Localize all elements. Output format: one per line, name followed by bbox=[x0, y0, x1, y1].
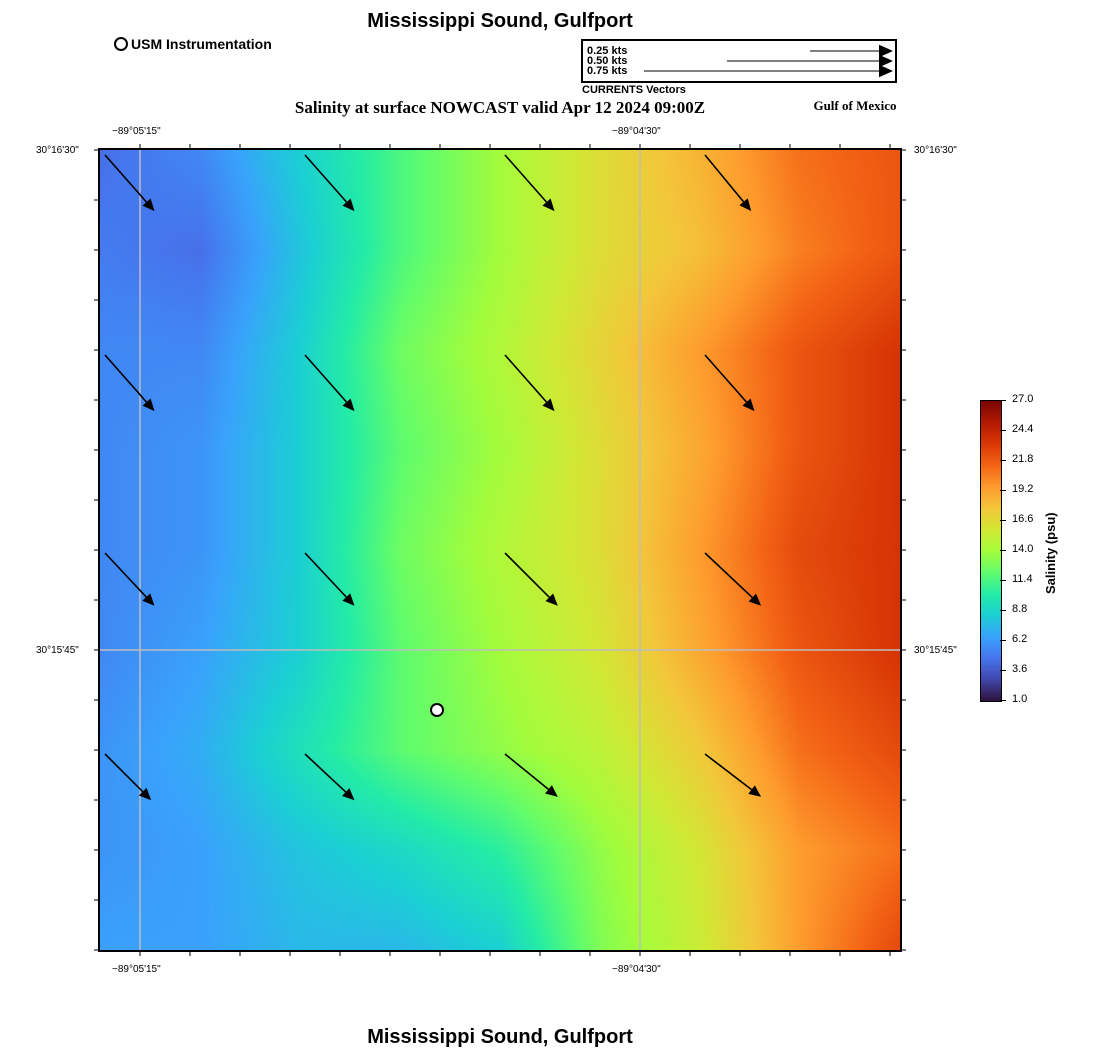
colorbar-tick-label: 14.0 bbox=[1012, 543, 1034, 555]
colorbar-tick-label: 27.0 bbox=[1012, 393, 1034, 405]
colorbar-tick-mark bbox=[1000, 490, 1006, 491]
current-vector bbox=[304, 154, 355, 212]
current-vector bbox=[104, 154, 155, 212]
lat-label-right-2: 30°15'45" bbox=[914, 645, 957, 656]
lat-label-left-2: 30°15'45" bbox=[36, 645, 79, 656]
colorbar-tick-label: 11.4 bbox=[1012, 573, 1033, 585]
current-vector bbox=[104, 354, 155, 412]
current-vector bbox=[304, 753, 355, 801]
map-ticks bbox=[94, 144, 906, 956]
lat-label-left-1: 30°16'30" bbox=[36, 145, 79, 156]
colorbar-title: Salinity (psu) bbox=[1043, 512, 1058, 594]
current-vector bbox=[104, 753, 152, 801]
colorbar-tick-label: 1.0 bbox=[1012, 693, 1028, 705]
colorbar-tick-mark bbox=[1000, 400, 1006, 401]
vector-legend-label-2: 0.50 kts bbox=[587, 55, 628, 67]
colorbar-tick-mark bbox=[1000, 610, 1006, 611]
map-title: Mississippi Sound, Gulfport bbox=[367, 10, 633, 32]
current-vector bbox=[304, 552, 355, 606]
salinity-map bbox=[100, 150, 900, 950]
colorbar-tick-mark bbox=[1000, 520, 1006, 521]
vector-legend-label-3: 0.75 kts bbox=[587, 65, 628, 77]
current-vector bbox=[504, 753, 558, 797]
vector-legend-label-1: 0.25 kts bbox=[587, 45, 628, 57]
colorbar-tick-mark bbox=[1000, 430, 1006, 431]
current-vector bbox=[504, 552, 558, 606]
colorbar-tick-mark bbox=[1000, 460, 1006, 461]
vector-legend: 0.25 kts 0.50 kts 0.75 kts bbox=[581, 39, 897, 83]
colorbar-tick-mark bbox=[1000, 550, 1006, 551]
map-footer-title: Mississippi Sound, Gulfport bbox=[367, 1026, 633, 1048]
current-vectors bbox=[104, 154, 762, 801]
current-vector bbox=[304, 354, 355, 412]
usm-station-marker[interactable] bbox=[430, 703, 444, 717]
lon-label-bottom-1: −89°05'15" bbox=[112, 964, 161, 975]
lat-label-right-1: 30°16'30" bbox=[914, 145, 957, 156]
colorbar-tick-mark bbox=[1000, 640, 1006, 641]
lon-label-bottom-2: −89°04'30" bbox=[612, 964, 661, 975]
colorbar-tick-mark bbox=[1000, 580, 1006, 581]
colorbar-tick-mark bbox=[1000, 670, 1006, 671]
colorbar-tick-label: 3.6 bbox=[1012, 663, 1028, 675]
colorbar-ticks: 27.0 24.4 21.8 19.2 16.6 14.0 11.4 8.8 6.2 3.6 1.0 bbox=[1000, 393, 1062, 705]
station-legend-label: USM Instrumentation bbox=[131, 36, 272, 52]
lon-label-top-1: −89°05'15" bbox=[112, 126, 161, 137]
map-subtitle: Salinity at surface NOWCAST valid Apr 12… bbox=[294, 98, 706, 117]
lon-label-top-2: −89°04'30" bbox=[612, 126, 661, 137]
current-vector bbox=[504, 154, 555, 212]
current-vector bbox=[704, 753, 762, 797]
vector-legend-caption: CURRENTS Vectors bbox=[582, 84, 686, 96]
colorbar-tick-label: 8.8 bbox=[1012, 603, 1028, 615]
current-vector bbox=[704, 154, 752, 212]
vector-legend-arrow bbox=[644, 64, 893, 78]
region-label: Gulf of Mexico bbox=[813, 98, 897, 113]
colorbar-tick-label: 24.4 bbox=[1012, 423, 1034, 435]
current-vector bbox=[504, 354, 555, 412]
colorbar-tick-label: 19.2 bbox=[1012, 483, 1034, 495]
colorbar bbox=[980, 400, 1002, 702]
vector-legend-arrows bbox=[644, 44, 893, 78]
map-overlay bbox=[100, 150, 900, 950]
current-vector bbox=[704, 552, 762, 606]
colorbar-tick-mark bbox=[1000, 700, 1006, 701]
current-vector bbox=[704, 354, 755, 412]
salinity-field bbox=[100, 150, 900, 950]
colorbar-tick-label: 6.2 bbox=[1012, 633, 1028, 645]
current-vector bbox=[104, 552, 155, 606]
vector-legend-arrow bbox=[727, 54, 893, 68]
station-legend: USM Instrumentation bbox=[114, 36, 272, 52]
colorbar-tick-label: 16.6 bbox=[1012, 513, 1034, 525]
station-marker-icon bbox=[114, 37, 128, 51]
graticule bbox=[100, 150, 900, 950]
vector-legend-arrow bbox=[810, 44, 893, 58]
colorbar-tick-label: 21.8 bbox=[1012, 453, 1034, 465]
